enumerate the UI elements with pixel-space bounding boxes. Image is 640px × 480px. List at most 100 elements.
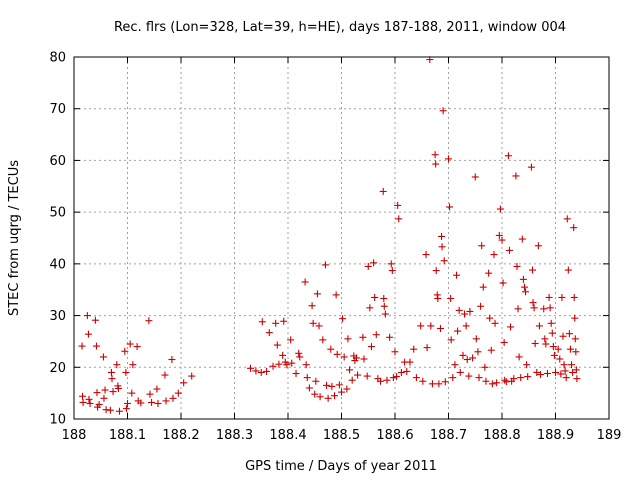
y-tick-label: 60 bbox=[49, 154, 66, 169]
data-point bbox=[133, 343, 141, 351]
data-point bbox=[505, 246, 513, 254]
data-point bbox=[247, 364, 255, 372]
data-point bbox=[296, 353, 304, 361]
data-point bbox=[549, 343, 557, 351]
data-point bbox=[482, 377, 490, 385]
data-point bbox=[154, 399, 162, 407]
axis-ticks: 188 188.1 188.2 188.3 188.4 188.5 188.6 188.7 18… bbox=[49, 51, 621, 444]
y-tick-label: 50 bbox=[49, 206, 66, 221]
data-point bbox=[493, 379, 501, 387]
data-point bbox=[449, 374, 457, 382]
data-point bbox=[370, 259, 378, 267]
data-point bbox=[475, 374, 483, 382]
data-point bbox=[547, 319, 555, 327]
data-point bbox=[258, 318, 266, 326]
data-point bbox=[145, 317, 153, 325]
data-point bbox=[537, 371, 545, 379]
data-point bbox=[528, 266, 536, 274]
data-point bbox=[106, 406, 114, 414]
data-point bbox=[354, 371, 362, 379]
data-point bbox=[109, 388, 117, 396]
data-point bbox=[472, 335, 480, 343]
data-point bbox=[397, 368, 405, 376]
data-point bbox=[101, 386, 109, 394]
data-point bbox=[391, 348, 399, 356]
data-point bbox=[495, 231, 503, 239]
data-point bbox=[295, 349, 303, 357]
data-point bbox=[445, 155, 452, 163]
data-point bbox=[422, 251, 430, 259]
data-point bbox=[148, 398, 156, 406]
data-point bbox=[386, 333, 394, 341]
data-point bbox=[560, 361, 568, 369]
x-tick-label: 188.4 bbox=[269, 428, 306, 443]
data-point bbox=[410, 345, 418, 353]
data-point bbox=[481, 363, 489, 371]
data-point bbox=[93, 389, 101, 397]
data-point bbox=[121, 347, 129, 355]
data-point bbox=[512, 172, 520, 180]
data-point bbox=[486, 314, 494, 322]
data-point bbox=[490, 251, 498, 259]
data-point bbox=[333, 350, 341, 358]
data-point bbox=[280, 317, 288, 325]
data-point bbox=[517, 374, 525, 382]
data-point bbox=[478, 242, 486, 250]
data-point bbox=[328, 382, 336, 390]
data-point bbox=[572, 348, 580, 356]
data-point bbox=[504, 152, 512, 160]
data-point bbox=[338, 388, 345, 396]
data-point bbox=[556, 355, 564, 363]
y-tick-label: 10 bbox=[49, 413, 66, 428]
data-point bbox=[566, 345, 574, 353]
data-point bbox=[79, 398, 87, 406]
data-point bbox=[487, 346, 495, 354]
data-point bbox=[540, 305, 548, 313]
data-point bbox=[380, 302, 388, 310]
data-point bbox=[412, 374, 420, 382]
data-point bbox=[466, 307, 474, 315]
data-point bbox=[168, 356, 176, 364]
data-point bbox=[283, 361, 291, 369]
data-point bbox=[568, 361, 576, 369]
data-point bbox=[272, 319, 280, 327]
data-point bbox=[292, 369, 300, 377]
data-point bbox=[265, 329, 273, 337]
data-point bbox=[99, 353, 107, 361]
data-point bbox=[563, 215, 571, 223]
data-point bbox=[451, 361, 459, 369]
data-point bbox=[126, 340, 134, 348]
data-point bbox=[380, 295, 388, 303]
data-point bbox=[447, 295, 455, 303]
data-point bbox=[377, 377, 385, 385]
y-tick-label: 40 bbox=[49, 257, 66, 272]
x-tick-label: 188.7 bbox=[430, 428, 467, 443]
data-point bbox=[91, 316, 99, 324]
data-point bbox=[331, 392, 339, 400]
data-point bbox=[524, 373, 532, 381]
x-axis-label: GPS time / Days of year 2011 bbox=[245, 459, 437, 474]
data-point bbox=[432, 160, 440, 168]
data-point bbox=[428, 380, 436, 388]
data-point bbox=[559, 332, 567, 340]
data-point bbox=[477, 302, 485, 310]
data-point bbox=[533, 368, 541, 376]
x-tick-label: 188.9 bbox=[537, 428, 574, 443]
data-point bbox=[85, 395, 93, 403]
data-point bbox=[360, 355, 368, 363]
data-point bbox=[287, 336, 295, 344]
data-point bbox=[570, 224, 578, 232]
data-point bbox=[316, 393, 324, 401]
data-point bbox=[257, 368, 265, 376]
data-point bbox=[324, 394, 332, 402]
data-point bbox=[174, 389, 182, 397]
data-point bbox=[379, 187, 387, 195]
data-point bbox=[279, 351, 287, 359]
data-point bbox=[431, 151, 439, 159]
data-point bbox=[335, 381, 343, 389]
data-point bbox=[417, 322, 425, 330]
data-point bbox=[115, 407, 123, 415]
x-tick-label: 189 bbox=[597, 428, 622, 443]
data-point bbox=[162, 397, 170, 405]
